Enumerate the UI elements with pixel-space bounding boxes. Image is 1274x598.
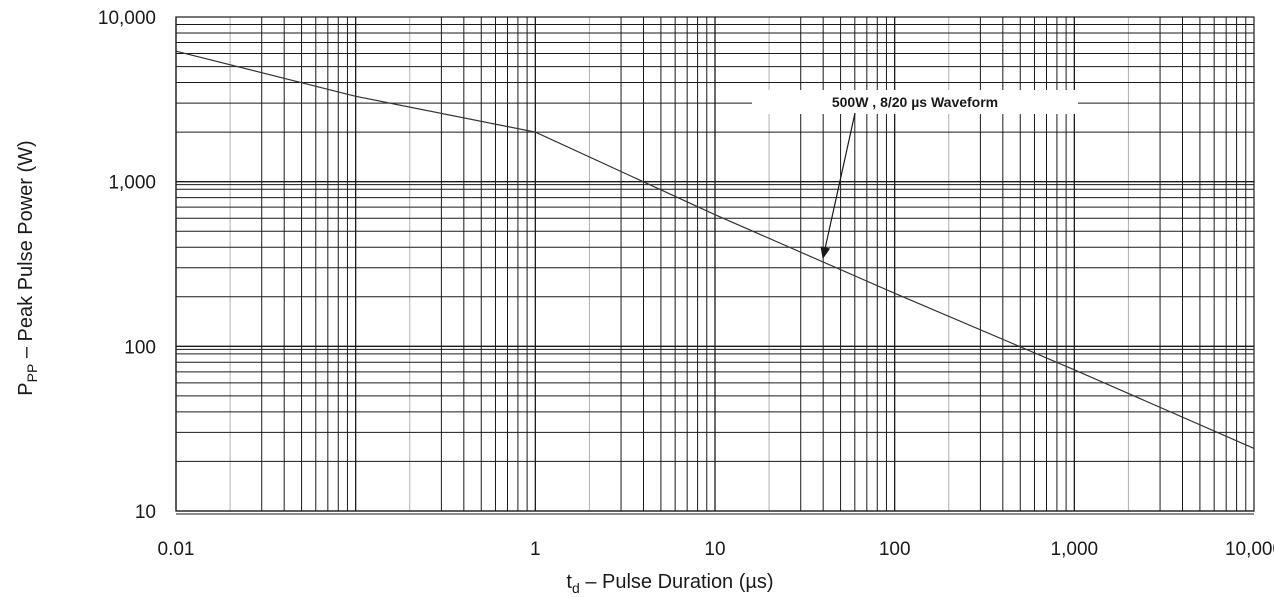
annotation-label: 500W , 8/20 µs Waveform bbox=[832, 94, 998, 110]
x-tick-labels: 0.01 1 10 100 1,000 10,000 bbox=[158, 539, 1274, 560]
x-axis-title: td – Pulse Duration (µs) bbox=[566, 571, 773, 596]
y-axis-title-main: P bbox=[15, 382, 37, 395]
y-tick-labels: 10 100 1,000 10,000 bbox=[98, 8, 156, 523]
y-tick-label: 10,000 bbox=[98, 8, 156, 29]
x-tick-label: 1 bbox=[530, 539, 541, 560]
y-axis-title: PPP – Peak Pulse Power (W) bbox=[15, 140, 40, 395]
annotation-layer: 500W , 8/20 µs Waveform bbox=[752, 90, 1078, 260]
series-line-0 bbox=[175, 50, 1255, 449]
x-axis-title-main: t bbox=[566, 571, 572, 593]
x-tick-label: 0.01 bbox=[158, 539, 195, 560]
x-axis-title-sub: d bbox=[572, 580, 580, 596]
plot-frame bbox=[175, 16, 1255, 512]
x-tick-label: 10 bbox=[704, 539, 725, 560]
y-tick-label: 100 bbox=[124, 337, 156, 358]
y-tick-label: 1,000 bbox=[108, 173, 156, 194]
x-tick-label: 1,000 bbox=[1051, 539, 1099, 560]
y-axis-title-sub: PP bbox=[24, 364, 40, 383]
grid bbox=[175, 17, 1254, 515]
series-layer bbox=[175, 50, 1255, 449]
y-tick-label: 10 bbox=[135, 502, 156, 523]
annotation-arrow bbox=[820, 112, 856, 260]
x-tick-label: 100 bbox=[879, 539, 911, 560]
y-axis-title-rest: – Peak Pulse Power (W) bbox=[15, 140, 37, 363]
x-axis-title-rest: – Pulse Duration (µs) bbox=[580, 571, 774, 593]
x-tick-label: 10,000 bbox=[1225, 539, 1274, 560]
annotation-box bbox=[752, 90, 1078, 114]
